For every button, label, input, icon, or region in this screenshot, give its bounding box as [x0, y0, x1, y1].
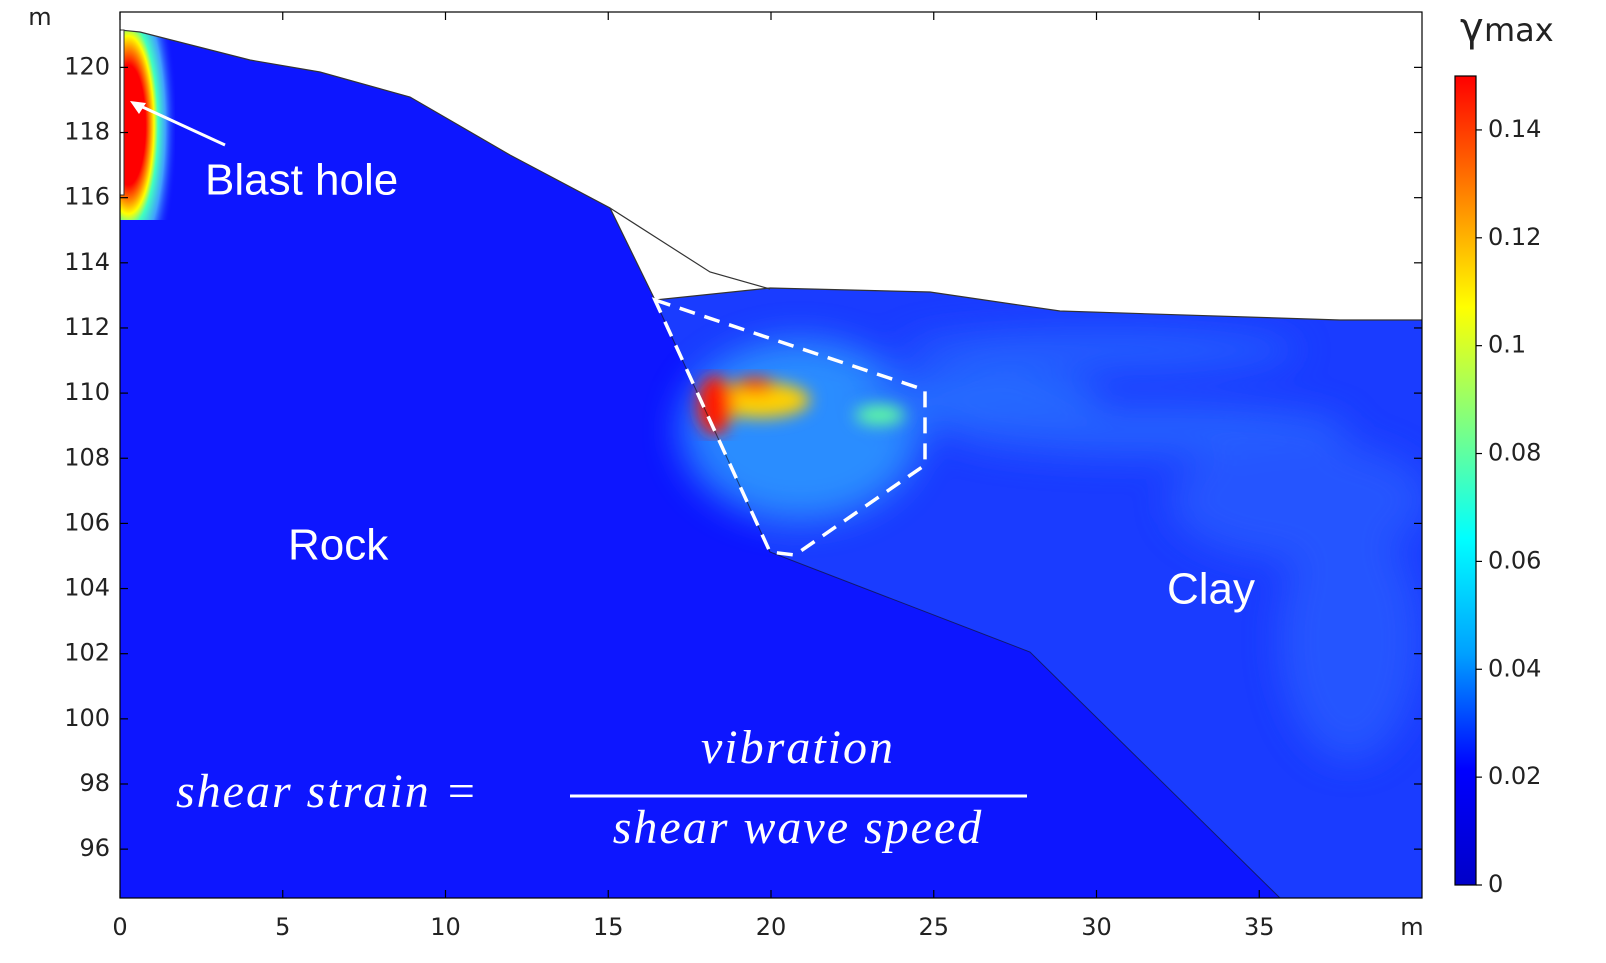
colorbar-tick-label: 0.02	[1488, 762, 1541, 790]
colorbar-title-subscript: max	[1484, 11, 1554, 49]
colorbar-tick-label: 0.08	[1488, 439, 1541, 467]
colorbar-tick-label: 0	[1488, 870, 1503, 898]
page: {"chart_data": { "type": "field", "x_uni…	[0, 0, 1606, 963]
blast-hole-label: Blast hole	[205, 156, 398, 205]
colorbar-tick-label: 0.12	[1488, 223, 1541, 251]
clay-label: Clay	[1167, 565, 1255, 614]
formula-numerator: vibration	[701, 721, 895, 774]
y-tick-label: 98	[79, 769, 110, 797]
x-tick-label: 20	[756, 913, 787, 941]
blast-zone	[120, 30, 175, 220]
x-tick-label: 30	[1081, 913, 1112, 941]
x-tick-label: 15	[593, 913, 624, 941]
y-tick-label: 120	[64, 52, 110, 80]
rock-label: Rock	[288, 521, 389, 570]
formula-lhs: shear strain =	[176, 765, 479, 818]
y-tick-label: 106	[64, 508, 110, 536]
y-tick-label: 116	[64, 183, 110, 211]
x-tick-label: 10	[430, 913, 461, 941]
colorbar-tick-label: 0.04	[1488, 654, 1541, 682]
x-unit: m	[1400, 913, 1423, 941]
y-tick-label: 102	[64, 639, 110, 667]
colorbar-tick-label: 0.06	[1488, 546, 1541, 574]
y-tick-label: 104	[64, 574, 110, 602]
chart: Blast hole Rock Clay shear strain = vibr…	[0, 0, 1606, 963]
x-tick-label: 5	[275, 913, 290, 941]
y-tick-label: 114	[64, 248, 110, 276]
colorbar-tick-label: 0.14	[1488, 115, 1541, 143]
y-tick-label: 108	[64, 443, 110, 471]
formula-denominator: shear wave speed	[613, 801, 984, 854]
colorbar-title: γ	[1460, 5, 1484, 51]
y-tick-label: 96	[79, 834, 110, 862]
x-tick-label: 25	[918, 913, 949, 941]
colorbar-tick-label: 0.1	[1488, 331, 1526, 359]
y-tick-label: 100	[64, 704, 110, 732]
y-tick-label: 118	[64, 118, 110, 146]
colorbar	[1455, 76, 1476, 885]
y-unit: m	[28, 3, 51, 31]
y-tick-label: 112	[64, 313, 110, 341]
y-tick-label: 110	[64, 378, 110, 406]
x-tick-label: 35	[1244, 913, 1275, 941]
x-tick-label: 0	[112, 913, 127, 941]
